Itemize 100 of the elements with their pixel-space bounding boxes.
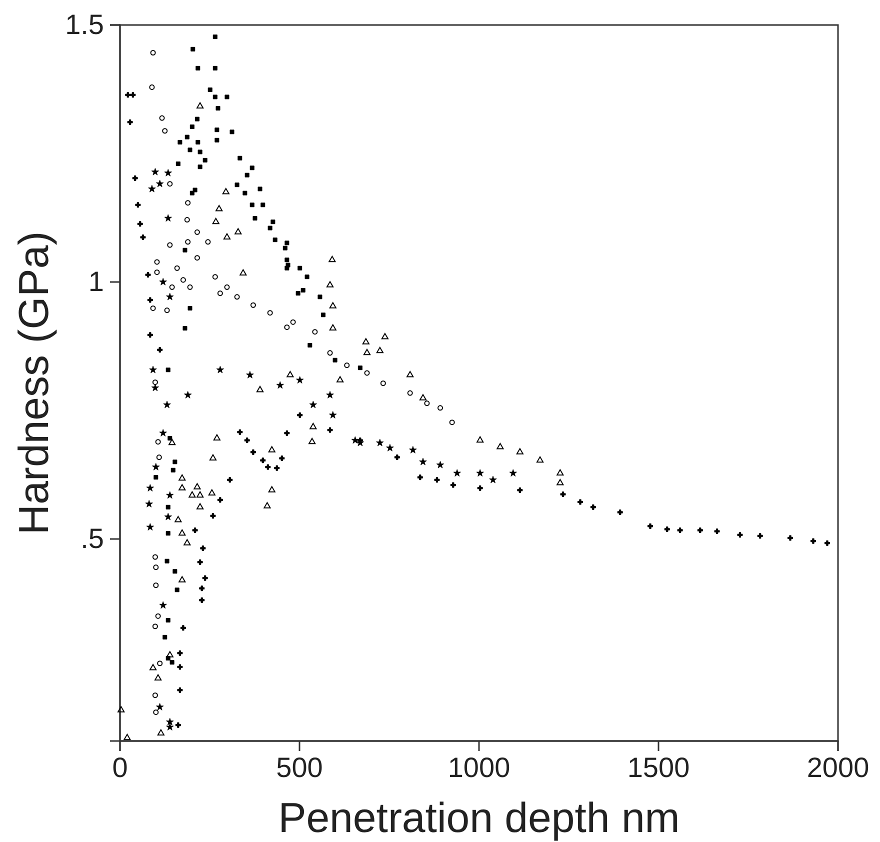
point: [351, 436, 359, 444]
point: [187, 284, 193, 290]
point: [424, 400, 430, 406]
point: [284, 430, 290, 436]
point: [436, 460, 444, 468]
point: [212, 274, 218, 280]
point: [168, 438, 176, 446]
point: [177, 687, 183, 693]
point: [153, 582, 159, 588]
point: [267, 310, 273, 316]
point: [677, 528, 683, 534]
point: [590, 504, 596, 510]
point: [296, 376, 304, 384]
point: [152, 379, 158, 385]
y-axis-title: Hardness (GPa): [10, 231, 57, 535]
point: [208, 489, 216, 496]
point: [256, 386, 264, 392]
point: [152, 554, 158, 560]
point: [264, 502, 271, 508]
point: [146, 523, 154, 530]
point: [260, 458, 266, 464]
point: [250, 302, 256, 308]
point: [216, 366, 224, 374]
point: [714, 528, 720, 534]
point: [394, 454, 400, 460]
point: [450, 482, 456, 488]
point: [166, 723, 174, 730]
x-tick-label: 2000: [806, 752, 870, 783]
point: [213, 434, 220, 441]
point: [166, 651, 174, 658]
x-tick-label: 500: [276, 752, 323, 783]
point: [157, 347, 163, 353]
point: [125, 92, 131, 98]
point: [364, 370, 370, 376]
point: [154, 269, 160, 275]
point: [617, 510, 623, 516]
point: [196, 491, 204, 498]
point: [180, 277, 186, 283]
point: [174, 265, 180, 271]
point: [130, 92, 136, 98]
point: [149, 366, 157, 374]
y-tick-label: 1: [88, 266, 104, 297]
point: [363, 348, 371, 356]
point: [327, 350, 333, 356]
x-axis-title: Penetration depth nm: [278, 794, 680, 841]
point: [336, 376, 344, 382]
point: [164, 214, 172, 222]
point: [153, 564, 159, 570]
point: [222, 188, 230, 194]
point: [217, 497, 223, 503]
point: [449, 420, 455, 426]
point: [810, 538, 816, 544]
point: [167, 242, 173, 248]
point: [310, 422, 317, 430]
point: [246, 371, 254, 378]
point: [237, 429, 243, 435]
point: [146, 484, 154, 492]
point: [209, 454, 217, 461]
point: [194, 255, 200, 261]
point: [152, 463, 160, 470]
point: [419, 394, 427, 400]
point: [154, 674, 162, 681]
point: [308, 438, 316, 444]
point: [274, 465, 280, 471]
point: [155, 439, 161, 445]
point: [164, 308, 170, 314]
point: [286, 371, 294, 378]
point: [145, 272, 151, 278]
point: [155, 613, 161, 619]
point: [386, 444, 394, 452]
point: [517, 487, 523, 493]
point: [177, 664, 183, 670]
point: [217, 290, 223, 296]
point: [212, 218, 220, 224]
point: [434, 477, 440, 483]
point: [329, 324, 336, 331]
point: [328, 256, 336, 262]
point: [166, 292, 174, 300]
point: [205, 239, 211, 245]
point: [185, 200, 191, 206]
point: [476, 469, 484, 477]
point: [329, 411, 337, 418]
point: [362, 338, 370, 344]
point: [200, 545, 206, 552]
point: [149, 664, 157, 670]
point: [188, 491, 196, 498]
point: [159, 278, 167, 286]
point: [312, 329, 318, 335]
point: [279, 456, 285, 462]
point: [380, 380, 386, 386]
point: [224, 284, 230, 290]
point: [327, 427, 333, 433]
point: [787, 535, 794, 541]
point: [154, 259, 160, 265]
point: [164, 169, 172, 176]
point: [178, 576, 186, 582]
point: [124, 734, 131, 740]
point: [159, 429, 167, 436]
point: [737, 532, 743, 538]
point: [132, 175, 138, 181]
